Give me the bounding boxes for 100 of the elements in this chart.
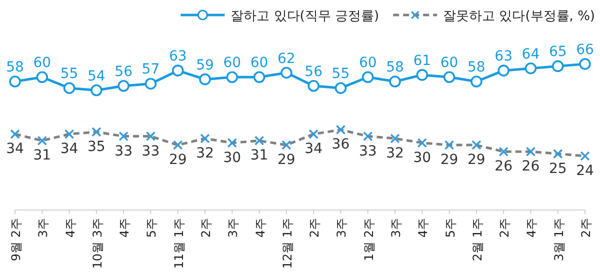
data-label: 32: [386, 145, 404, 162]
data-label: 26: [522, 158, 540, 175]
point: [308, 129, 318, 139]
point: [417, 138, 428, 148]
point: [552, 148, 563, 159]
point: [146, 131, 156, 142]
point: [9, 76, 21, 88]
point: [37, 136, 48, 146]
point: [552, 60, 564, 72]
point: [118, 80, 130, 92]
point: [526, 146, 536, 157]
point: [334, 82, 347, 94]
x-tick-label: 3주: [389, 218, 403, 238]
data-label: 31: [33, 148, 52, 164]
point: [362, 131, 373, 142]
x-tick-label: 3주: [226, 218, 240, 238]
point: [172, 140, 183, 150]
data-label: 59: [196, 57, 214, 74]
point: [63, 82, 76, 94]
point: [336, 124, 346, 135]
point: [444, 140, 454, 150]
data-label: 66: [576, 42, 594, 58]
x-tick-label: 2월 1주: [470, 218, 484, 262]
data-label: 56: [114, 64, 133, 80]
data-label: 33: [358, 143, 377, 160]
data-label: 29: [278, 152, 296, 168]
data-label: 29: [440, 152, 458, 168]
data-label: 60: [440, 55, 458, 72]
point: [470, 76, 482, 88]
data-label: 63: [168, 48, 187, 65]
data-label: 32: [196, 145, 214, 162]
point: [280, 66, 292, 79]
x-tick-label: 2주: [498, 218, 512, 238]
data-label: 25: [548, 160, 567, 177]
x-tick-label: 4주: [524, 218, 539, 238]
point: [226, 71, 238, 84]
data-label: 63: [494, 48, 512, 65]
data-label: 26: [494, 158, 513, 175]
x-tick-label: 4주: [416, 218, 430, 238]
point: [390, 134, 400, 144]
data-label: 31: [250, 148, 268, 164]
data-label: 29: [168, 152, 187, 168]
x-tick-label: 2주: [579, 218, 593, 238]
x-tick-label: 12월 1주: [280, 218, 294, 269]
legend-label: 잘하고 있다(직무 긍정률): [230, 9, 380, 24]
data-label: 36: [332, 136, 350, 153]
data-label: 60: [250, 55, 268, 72]
x-tick-label: 10월 3주: [90, 218, 104, 269]
point: [579, 58, 591, 70]
data-label: 34: [304, 141, 323, 158]
point: [472, 140, 482, 150]
point: [200, 134, 210, 144]
point: [10, 129, 20, 139]
point: [443, 71, 456, 84]
data-label: 65: [548, 44, 567, 60]
x-tick-label: 3주: [36, 218, 50, 238]
point: [227, 138, 238, 148]
x-tick-label: 1월 2주: [362, 218, 376, 262]
data-label: 60: [223, 55, 242, 72]
point: [254, 136, 264, 146]
x-tick-label: 4주: [253, 218, 268, 238]
data-label: 54: [88, 68, 106, 84]
point: [389, 76, 401, 88]
data-label: 33: [142, 143, 160, 160]
data-label: 58: [6, 60, 24, 76]
point: [498, 146, 508, 157]
point: [253, 71, 266, 84]
x-tick-label: 3월 1주: [552, 218, 566, 262]
point: [92, 127, 102, 137]
x-tick-label: 4주: [63, 218, 78, 238]
data-label: 34: [60, 141, 78, 158]
x-tick-label: 9월 2주: [9, 218, 23, 262]
point: [118, 131, 128, 142]
data-label: 62: [278, 50, 296, 67]
data-label: 55: [332, 66, 350, 82]
data-label: 30: [223, 150, 242, 166]
data-label: 60: [33, 55, 52, 72]
point: [282, 140, 292, 150]
data-label: 64: [522, 46, 540, 62]
data-label: 60: [358, 55, 377, 72]
point: [416, 69, 428, 81]
legend-label: 잘못하고 있다(부정률, %): [443, 9, 595, 24]
data-label: 29: [468, 152, 486, 168]
data-label: 58: [386, 60, 404, 76]
x-tick-label: 2주: [308, 218, 322, 238]
point: [498, 64, 510, 76]
data-label: 61: [413, 52, 432, 69]
x-tick-label: 11월 1주: [172, 218, 186, 269]
point: [362, 71, 374, 84]
data-label: 56: [304, 64, 323, 80]
point: [199, 73, 211, 86]
point: [64, 129, 74, 139]
x-tick-label: 4주: [118, 218, 132, 238]
point: [36, 71, 48, 84]
data-label: 30: [413, 150, 432, 166]
data-label: 55: [60, 66, 78, 82]
data-label: 34: [6, 141, 24, 158]
point: [144, 78, 157, 90]
point: [524, 62, 537, 74]
data-label: 35: [88, 138, 106, 155]
